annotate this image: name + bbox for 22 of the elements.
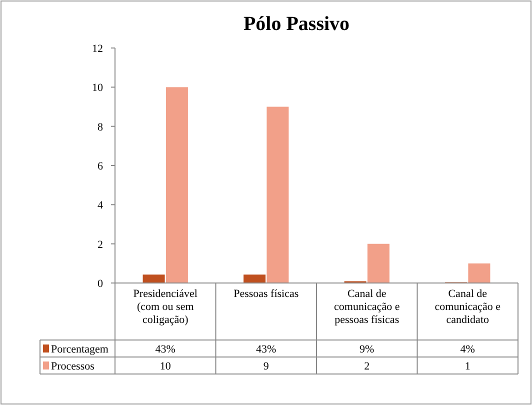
y-tick-label: 2 bbox=[98, 238, 103, 251]
data-label: 43% bbox=[155, 344, 176, 356]
y-tick-label: 4 bbox=[98, 200, 104, 212]
x-tick-label: Presidenciável (com ou sem coligação) bbox=[133, 288, 198, 326]
data-label: 2 bbox=[364, 360, 370, 372]
legend-label: Processos bbox=[51, 360, 94, 372]
data-label: 4% bbox=[460, 344, 475, 356]
data-label: 9% bbox=[360, 344, 374, 356]
legend-label: Porcentagem bbox=[51, 344, 109, 356]
y-tick-label: 6 bbox=[98, 160, 104, 172]
x-tick-label: Canal de comunicação e candidato bbox=[434, 288, 501, 326]
x-tick-label: Canal de comunicação e pessoas físicas bbox=[334, 288, 400, 326]
y-tick-label: 0 bbox=[98, 278, 104, 290]
data-label: 10 bbox=[160, 360, 172, 372]
data-label: 1 bbox=[464, 360, 470, 372]
data-label: 9 bbox=[263, 360, 270, 372]
y-tick-label: 12 bbox=[92, 43, 103, 55]
x-tick-label: Pessoas físicas bbox=[234, 288, 299, 300]
y-tick-label: 8 bbox=[98, 121, 104, 134]
y-tick-label: 10 bbox=[92, 82, 104, 94]
chart-title: Pólo Passivo bbox=[243, 13, 350, 35]
data-label: 43% bbox=[256, 344, 276, 356]
